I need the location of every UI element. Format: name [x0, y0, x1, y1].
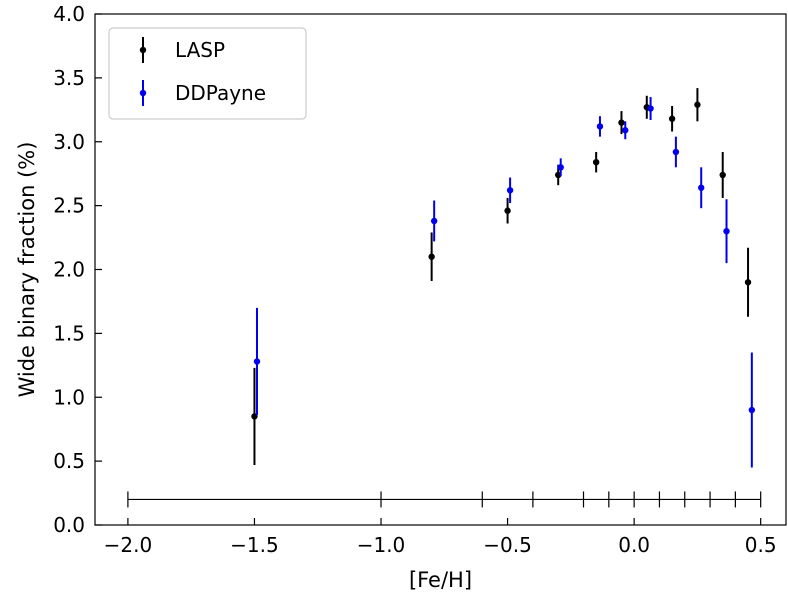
y-tick-label: 1.0: [53, 385, 85, 409]
legend-marker: [140, 47, 146, 53]
x-tick-label: −1.5: [230, 533, 279, 557]
x-tick-label: 0.0: [618, 533, 650, 557]
data-point: [431, 218, 437, 224]
y-tick-label: 3.5: [53, 66, 85, 90]
y-tick-label: 0.0: [53, 513, 85, 537]
x-tick-label: −2.0: [104, 533, 153, 557]
data-point: [745, 279, 751, 285]
legend-label: DDPayne: [175, 81, 266, 105]
data-point: [428, 254, 434, 260]
y-tick-label: 2.5: [53, 194, 85, 218]
data-point: [647, 105, 653, 111]
x-tick-label: −0.5: [483, 533, 532, 557]
y-tick-label: 1.5: [53, 321, 85, 345]
data-point: [723, 228, 729, 234]
data-point: [720, 172, 726, 178]
data-point: [622, 127, 628, 133]
data-point: [669, 116, 675, 122]
y-tick-label: 2.0: [53, 258, 85, 282]
data-point: [593, 159, 599, 165]
y-tick-label: 4.0: [53, 2, 85, 26]
data-point: [504, 208, 510, 214]
legend-label: LASP: [175, 38, 225, 62]
legend: LASP DDPayne: [109, 28, 306, 119]
data-point: [597, 123, 603, 129]
data-point: [673, 149, 679, 155]
data-series: [251, 88, 755, 467]
x-axis-label: [Fe/H]: [409, 568, 472, 592]
legend-marker: [140, 90, 146, 96]
series-ddpayne: [254, 97, 755, 467]
y-tick-label: 0.5: [53, 449, 85, 473]
data-point: [507, 187, 513, 193]
y-axis-label: Wide binary fraction (%): [15, 142, 39, 398]
data-point: [749, 407, 755, 413]
data-point: [618, 119, 624, 125]
data-point: [254, 358, 260, 364]
x-tick-label: −1.0: [357, 533, 406, 557]
x-tick-label: 0.5: [745, 533, 777, 557]
y-tick-label: 3.0: [53, 130, 85, 154]
data-point: [558, 164, 564, 170]
data-point: [694, 102, 700, 108]
bin-edges: [128, 491, 761, 507]
data-point: [698, 185, 704, 191]
